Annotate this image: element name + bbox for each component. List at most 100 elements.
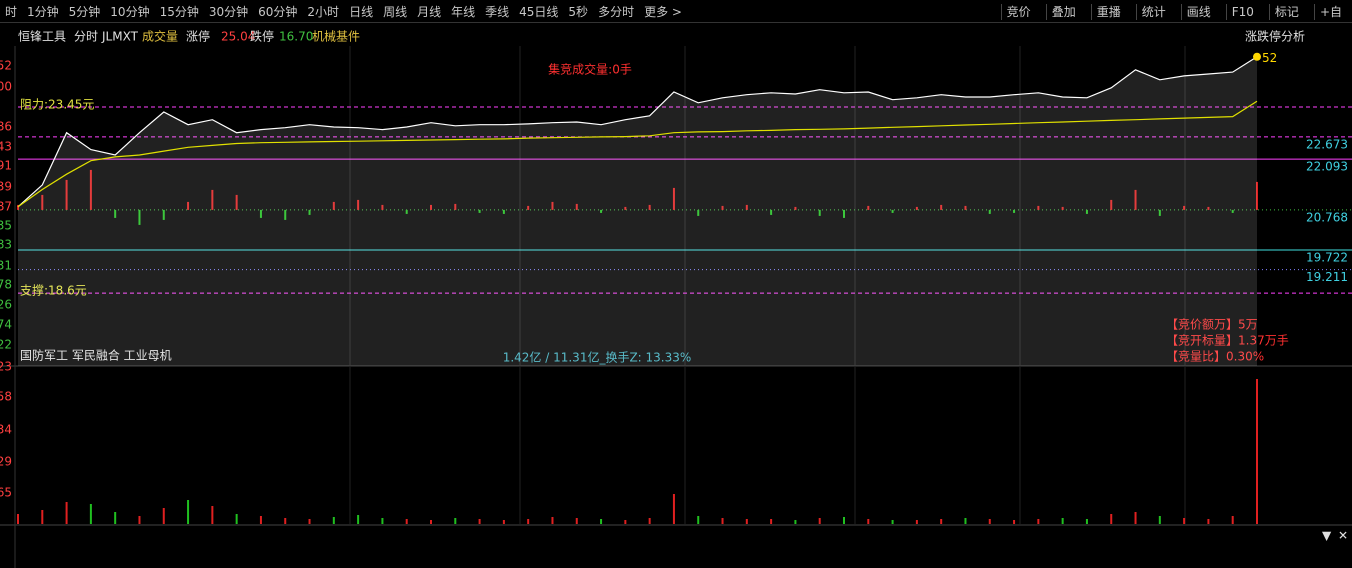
menu-item[interactable]: 季线 xyxy=(485,4,510,19)
code: JLMXT xyxy=(101,30,139,44)
volume-bar xyxy=(648,518,651,524)
axis-label: 29 xyxy=(0,455,12,469)
menu-item[interactable]: 15分钟 xyxy=(159,4,199,19)
volume-bar xyxy=(187,500,190,524)
flow-bar xyxy=(478,209,481,213)
flow-bar xyxy=(259,209,262,218)
tool-button[interactable]: 画线 xyxy=(1180,4,1216,20)
last-point xyxy=(1253,52,1261,61)
flow-bar xyxy=(357,199,360,210)
flow-bar xyxy=(1085,209,1088,214)
flow-bar xyxy=(940,204,943,210)
menu-item[interactable]: 月线 xyxy=(417,4,442,19)
tool-button[interactable]: +自 xyxy=(1313,4,1347,20)
volume-bar xyxy=(891,520,894,524)
axis-label: 83 xyxy=(0,238,12,252)
volume-bar xyxy=(1207,519,1210,524)
volume-bar xyxy=(357,515,360,524)
price-line-area xyxy=(18,56,1257,366)
volume-bar xyxy=(454,518,457,524)
flow-bar xyxy=(1037,205,1040,210)
axis-label: 86 xyxy=(0,120,12,134)
flow-bar xyxy=(430,204,432,210)
volume-bar xyxy=(1134,512,1137,524)
tool-button[interactable]: 重播 xyxy=(1090,4,1126,20)
axis-label: 74 xyxy=(0,318,12,332)
flow-bar xyxy=(162,209,165,220)
volume-bar xyxy=(527,519,530,524)
volume-bar xyxy=(1158,516,1161,524)
menu-item[interactable]: 45日线 xyxy=(519,4,559,19)
down-label: 跌停 xyxy=(250,29,274,44)
flow-bar xyxy=(65,179,68,210)
volume-bar xyxy=(65,502,68,524)
tool-button[interactable]: F10 xyxy=(1225,4,1259,20)
flow-bar xyxy=(867,205,870,210)
flow-bar xyxy=(1134,189,1137,210)
flow-bar xyxy=(284,209,287,220)
volume-bar xyxy=(259,516,262,524)
level-label: 19.722 xyxy=(1306,251,1348,265)
flow-bar xyxy=(648,204,651,210)
flow-bar xyxy=(600,209,603,213)
tool-button[interactable]: 统计 xyxy=(1135,4,1171,20)
auction-volume: 集竞成交量:0手 xyxy=(548,62,632,77)
menu-item[interactable]: 10分钟 xyxy=(110,4,150,19)
avg-line xyxy=(17,100,1258,208)
menu-item[interactable]: 5分钟 xyxy=(68,4,101,19)
volume-bar xyxy=(308,519,311,524)
flow-bar xyxy=(551,201,554,210)
flow-bar xyxy=(1231,209,1234,213)
menu-item[interactable]: 2小时 xyxy=(307,4,340,19)
volume-bar xyxy=(1110,514,1113,524)
tool-button[interactable]: 标记 xyxy=(1268,4,1304,20)
auction-info: 【竞量比】0.30% xyxy=(1166,350,1264,364)
flow-bar xyxy=(235,194,238,210)
volume-bar xyxy=(697,516,700,524)
volume-bar xyxy=(843,517,845,524)
pressure-label: 支撑:18.6元 xyxy=(20,283,87,298)
menu-item[interactable]: 周线 xyxy=(383,4,408,19)
menu-item[interactable]: 日线 xyxy=(349,4,374,19)
up-label: 涨停 xyxy=(186,29,210,44)
last-label: 52 xyxy=(1262,51,1277,65)
menu-item[interactable]: 更多 > xyxy=(644,4,682,19)
analysis[interactable]: 涨跌停分析 xyxy=(1245,29,1305,44)
icon[interactable]: ✕ xyxy=(1338,529,1348,543)
flow-bar xyxy=(138,209,141,225)
volume-bar xyxy=(600,519,603,524)
axis-label: 35 xyxy=(0,219,12,233)
menu-item[interactable]: 60分钟 xyxy=(258,4,298,19)
menu-item[interactable]: 年线 xyxy=(451,4,476,19)
axis-label: 43 xyxy=(0,140,12,154)
menu-item[interactable]: 1分钟 xyxy=(27,4,59,19)
level-label: 20.768 xyxy=(1306,210,1348,224)
menu-item[interactable]: 时 xyxy=(5,4,18,19)
period-menu: 时 1分钟 5分钟 10分钟 15分钟 30分钟 60分钟 2小时 日线 周线 月线 年线 季线 45日线… xyxy=(0,3,687,20)
axis-label: 91 xyxy=(0,159,12,173)
volume-bar xyxy=(502,520,505,524)
volume-bar xyxy=(988,519,991,524)
tool-button[interactable]: 竞价 xyxy=(1000,4,1036,20)
flow-bar xyxy=(672,187,675,210)
flow-bar xyxy=(211,189,214,210)
volume-bar xyxy=(964,518,967,524)
menu-item[interactable]: 5秒 xyxy=(568,4,589,19)
volume-bar xyxy=(405,519,408,524)
menu-item[interactable]: 多分时 xyxy=(598,4,635,19)
flow-bar xyxy=(1158,209,1161,216)
volume-bar xyxy=(818,518,821,524)
icon[interactable]: ▼ xyxy=(1322,529,1332,543)
menu-item[interactable]: 30分钟 xyxy=(208,4,249,19)
limit-down: 16.70 xyxy=(279,30,313,44)
flow-bar xyxy=(454,203,457,210)
flow-bar xyxy=(988,209,991,214)
toolbar: 时 1分钟 5分钟 10分钟 15分钟 30分钟 60分钟 2小时 日线 周线 月线 年线 季线 45日线… xyxy=(0,0,1352,23)
tool-button[interactable]: 叠加 xyxy=(1045,4,1081,20)
volume-bar xyxy=(1037,519,1040,524)
flow-bar xyxy=(745,204,748,210)
volume-bar xyxy=(211,506,214,524)
auction-info: 【竞开标量】1.37万手 xyxy=(1166,334,1289,348)
volume-bar xyxy=(915,520,918,524)
flow-bar xyxy=(891,209,894,213)
